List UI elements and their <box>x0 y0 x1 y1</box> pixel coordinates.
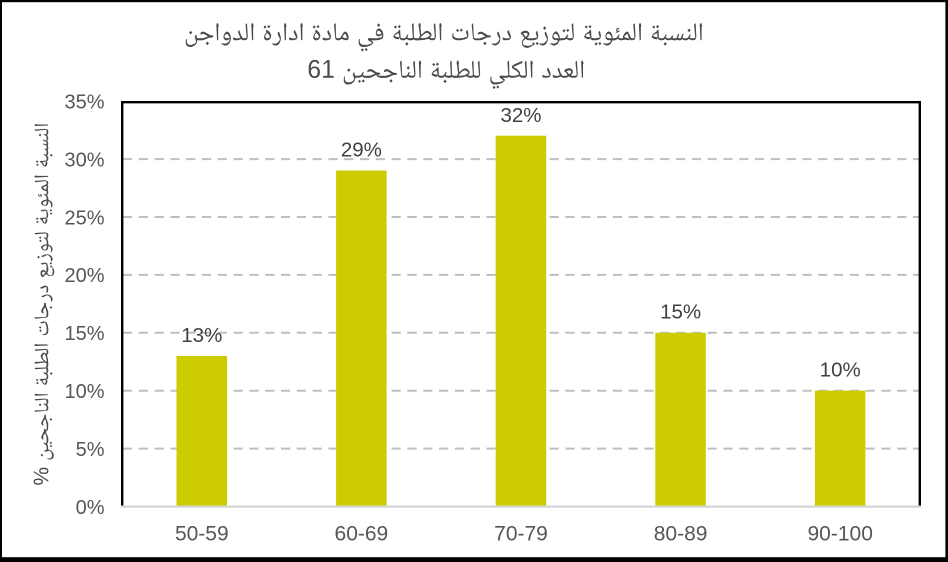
svg-text:25%: 25% <box>64 207 104 229</box>
svg-text:10%: 10% <box>64 381 104 403</box>
svg-text:20%: 20% <box>64 265 104 287</box>
svg-text:50-59: 50-59 <box>175 523 229 546</box>
svg-text:15%: 15% <box>64 323 104 345</box>
svg-text:32%: 32% <box>500 104 541 127</box>
svg-text:15%: 15% <box>660 301 701 324</box>
svg-text:13%: 13% <box>181 324 222 347</box>
svg-text:5%: 5% <box>76 439 105 461</box>
svg-text:0%: 0% <box>76 497 105 519</box>
svg-text:60-69: 60-69 <box>335 523 389 546</box>
svg-text:30%: 30% <box>64 149 104 171</box>
svg-text:29%: 29% <box>341 139 382 162</box>
svg-text:70-79: 70-79 <box>494 523 548 546</box>
svg-text:90-100: 90-100 <box>808 523 873 546</box>
svg-text:80-89: 80-89 <box>654 523 708 546</box>
svg-text:10%: 10% <box>820 359 861 382</box>
svg-text:35%: 35% <box>64 92 104 114</box>
